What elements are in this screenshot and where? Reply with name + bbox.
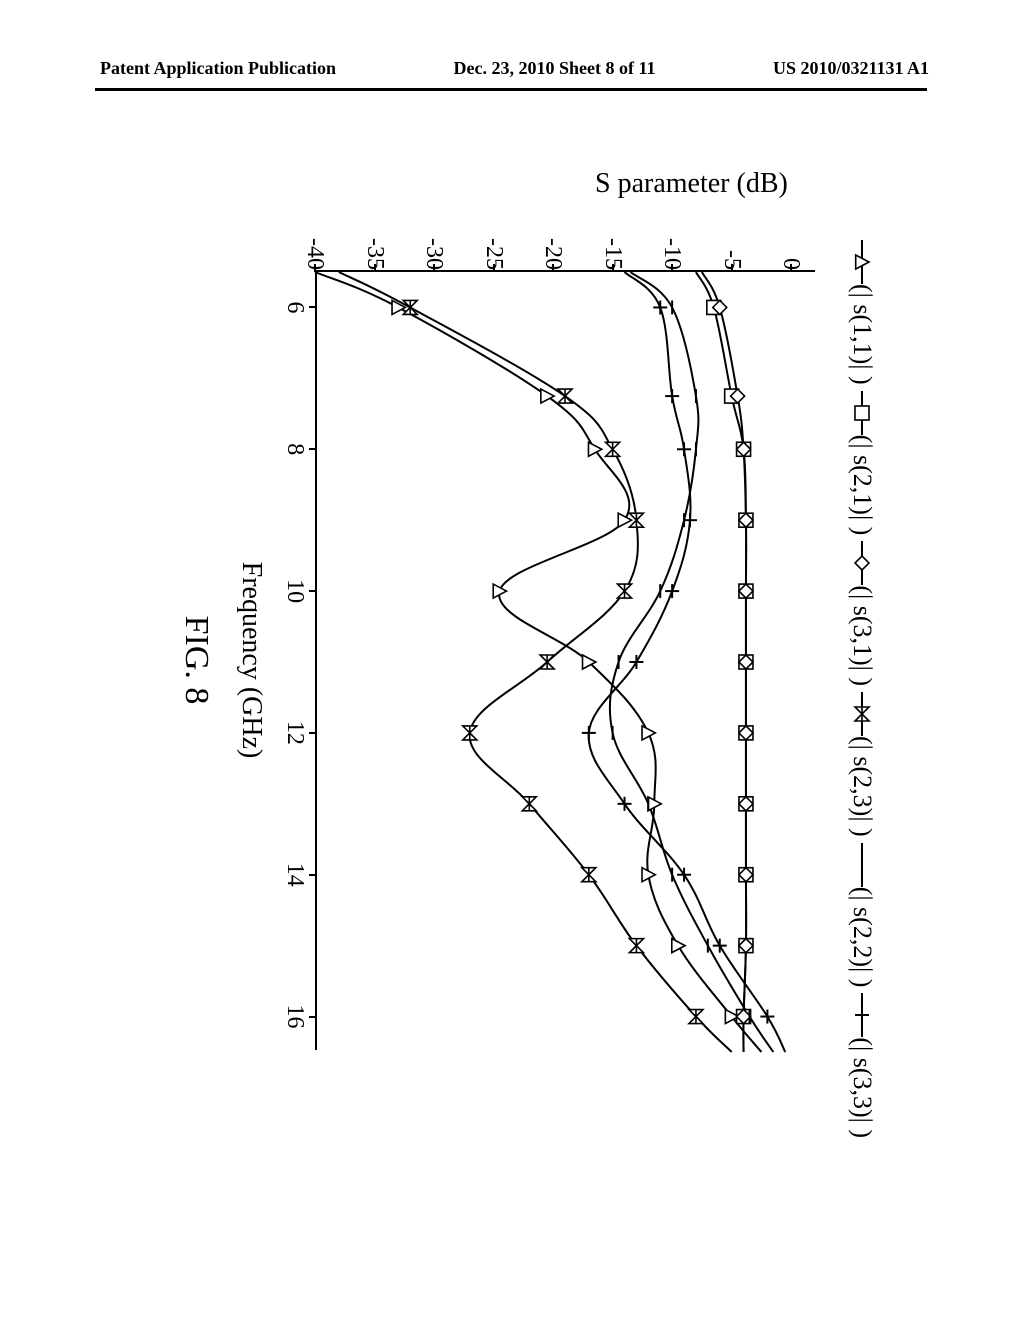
legend-label: (| s(3,3)| ) (847, 1037, 877, 1138)
y-tick-label: -15 (599, 222, 626, 270)
y-tick-label: -40 (301, 222, 328, 270)
header-right: US 2010/0321131 A1 (773, 58, 929, 79)
y-tick-mark (314, 264, 316, 272)
legend-label: (| s(2,3)| ) (847, 736, 877, 837)
x-axis-label: Frequency (GHz) (235, 270, 267, 1050)
x-tick-label: 8 (281, 443, 308, 455)
x-tick-label: 14 (281, 863, 308, 887)
x-tick-mark (309, 306, 317, 308)
x-tick-mark (309, 874, 317, 876)
y-tick-mark (731, 264, 733, 272)
header-left: Patent Application Publication (100, 58, 336, 79)
y-tick-label: -25 (480, 222, 507, 270)
chart-curves (315, 272, 815, 1052)
legend-label: (| s(1,1)| ) (847, 284, 877, 385)
y-tick-label: -35 (361, 222, 388, 270)
legend-item: (| s(3,1)| ) (847, 541, 877, 686)
y-tick-mark (374, 264, 376, 272)
legend-item: (| s(2,2)| ) (847, 843, 877, 988)
y-tick-mark (790, 264, 792, 272)
legend-item: (| s(2,3)| ) (847, 692, 877, 837)
legend-label: (| s(2,1)| ) (847, 435, 877, 536)
x-tick-mark (309, 732, 317, 734)
chart-legend: (| s(1,1)| ) (| s(2,1)| ) (| s(3,1)| ) (| … (847, 240, 877, 1138)
y-tick-label: -20 (539, 222, 566, 270)
legend-item: (| s(2,1)| ) (847, 391, 877, 536)
header-rule (95, 88, 927, 91)
figure-caption: FIG. 8 (177, 270, 215, 1050)
page-header: Patent Application Publication Dec. 23, … (0, 58, 1024, 79)
x-tick-label: 10 (281, 579, 308, 603)
header-center: Dec. 23, 2010 Sheet 8 of 11 (454, 58, 656, 79)
x-tick-mark (309, 590, 317, 592)
y-tick-label: 0 (777, 222, 804, 270)
legend-label: (| s(2,2)| ) (847, 887, 877, 988)
x-tick-mark (309, 448, 317, 450)
y-tick-label: -30 (420, 222, 447, 270)
plot-area: 0-5-10-15-20-25-30-35-406810121416 (315, 270, 815, 1050)
y-axis-label: S parameter (dB) (595, 168, 788, 200)
y-tick-label: -10 (658, 222, 685, 270)
legend-item: (| s(3,3)| ) (847, 993, 877, 1138)
y-tick-label: -5 (718, 222, 745, 270)
y-tick-mark (433, 264, 435, 272)
x-tick-label: 16 (281, 1005, 308, 1029)
x-tick-label: 12 (281, 721, 308, 745)
figure-8: (| s(1,1)| ) (| s(2,1)| ) (| s(3,1)| ) (| … (145, 160, 885, 1170)
figure-container: (| s(1,1)| ) (| s(2,1)| ) (| s(3,1)| ) (| … (145, 160, 885, 1170)
y-tick-mark (671, 264, 673, 272)
x-tick-label: 6 (281, 301, 308, 313)
legend-label: (| s(3,1)| ) (847, 585, 877, 686)
x-tick-mark (309, 1016, 317, 1018)
y-tick-mark (612, 264, 614, 272)
y-tick-mark (493, 264, 495, 272)
y-tick-mark (552, 264, 554, 272)
legend-item: (| s(1,1)| ) (847, 240, 877, 385)
figure-rotated-wrap: (| s(1,1)| ) (| s(2,1)| ) (| s(3,1)| ) (| … (145, 160, 885, 1170)
